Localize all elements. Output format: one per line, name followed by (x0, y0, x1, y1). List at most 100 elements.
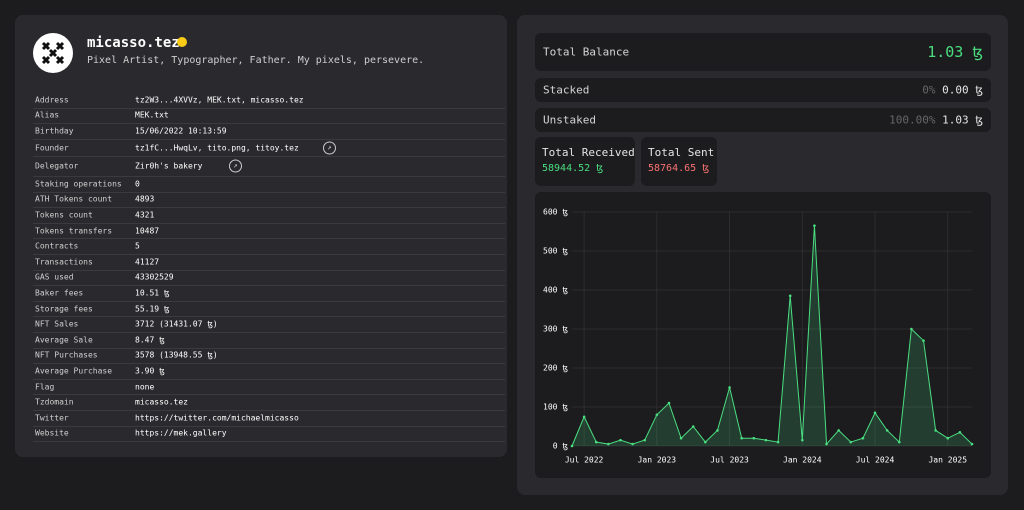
label: Stacked (543, 83, 590, 97)
value: 58944.52 ꜩ (542, 163, 604, 174)
detail-value: 3.90 ꜩ (135, 366, 165, 376)
point (801, 438, 804, 442)
profile-bio: Pixel Artist, Typographer, Father. My pi… (87, 55, 425, 66)
point (764, 438, 768, 442)
amount: 0.00 ꜩ (942, 83, 983, 97)
detail-value: tz2W3...4XVVz, MEK.txt, micasso.tez (135, 95, 304, 105)
point (825, 442, 828, 446)
detail-row: NFT Purchases 3578 (13948.55 ꜩ) (33, 348, 505, 365)
detail-value: 41127 (135, 257, 160, 267)
detail-label: Storage fees (35, 304, 93, 314)
detail-row: Tzdomain micasso.tez (33, 394, 505, 411)
total-sent: Total Sent 58764.65 ꜩ (641, 137, 717, 186)
detail-row: Birthday 15/06/2022 10:13:59 (33, 123, 505, 140)
detail-label: ATH Tokens count (35, 194, 113, 204)
point (643, 438, 647, 442)
y-tick-label: 0 ꜩ (553, 442, 569, 451)
detail-row: Flag none (33, 379, 505, 396)
detail-label: NFT Sales (35, 319, 79, 329)
point (910, 327, 913, 331)
detail-value: 10.51 ꜩ (135, 288, 170, 298)
detail-value: Zir0h's bakery (135, 161, 203, 171)
point (897, 440, 901, 444)
detail-value: micasso.tez (135, 397, 188, 407)
x-tick-label: Jul 2023 (710, 456, 749, 465)
detail-value: 8.47 ꜩ (135, 335, 165, 345)
detail-label: GAS used (35, 272, 74, 282)
detail-label: Staking operations (35, 179, 122, 189)
y-tick-label: 400 ꜩ (543, 286, 568, 295)
value: 100.00% 1.03 ꜩ (889, 114, 983, 127)
total-received: Total Received 58944.52 ꜩ (535, 137, 635, 186)
detail-value: 55.19 ꜩ (135, 304, 170, 314)
point (716, 429, 719, 432)
point (728, 386, 731, 389)
point (958, 431, 962, 434)
detail-row: GAS used 43302529 (33, 270, 505, 287)
chart-box (535, 192, 991, 478)
detail-value: 10487 (135, 226, 160, 236)
detail-value: 43302529 (135, 272, 174, 282)
detail-row: Tokens transfers 10487 (33, 223, 505, 240)
badge (177, 37, 187, 47)
point (594, 440, 598, 444)
detail-row: Founder tz1fC...HwqLv, tito.png, titoy.te… (33, 139, 505, 158)
area (572, 225, 972, 446)
detail-value: tz1fC...HwqLv, tito.png, titoy.tez (135, 143, 299, 153)
open-link[interactable]: ↗ (323, 141, 336, 155)
detail-label: Birthday (35, 126, 74, 136)
y-tick-label: 500 ꜩ (543, 247, 568, 256)
y-tick-label: 300 ꜩ (543, 325, 568, 334)
detail-value: 15/06/2022 10:13:59 (135, 126, 227, 136)
detail-label: Transactions (35, 257, 93, 267)
detail-label: Average Sale (35, 335, 93, 345)
detail-value: MEK.txt (135, 110, 169, 120)
detail-row: Storage fees 55.19 ꜩ (33, 301, 505, 318)
detail-row: Address tz2W3...4XVVz, MEK.txt, micasso.t… (33, 92, 505, 109)
detail-row: Contracts 5 (33, 238, 505, 255)
detail-label: Delegator (35, 161, 79, 171)
detail-label: Flag (35, 382, 55, 392)
detail-label: Alias (35, 110, 60, 120)
detail-row: Alias MEK.txt (33, 108, 505, 125)
point (667, 401, 671, 405)
staked: Stacked 0% 0.00 ꜩ (535, 78, 991, 102)
detail-value: 3578 (13948.55 ꜩ) (135, 350, 218, 360)
point (582, 415, 586, 419)
detail-row: Average Purchase 3.90 ꜩ (33, 363, 505, 380)
point (740, 436, 743, 440)
detail-row: Transactions 41127 (33, 254, 505, 271)
x-tick-label: Jan 2023 (638, 456, 677, 465)
percent: 0% (922, 83, 936, 97)
detail-value: https://twitter.com/michaelmicasso (135, 413, 299, 423)
point (849, 440, 853, 444)
point (885, 429, 889, 432)
detail-value: 5 (135, 241, 140, 251)
point (607, 442, 610, 446)
point (679, 436, 683, 440)
point (813, 224, 816, 227)
y-tick-label: 600 ꜩ (543, 208, 568, 217)
point (873, 411, 877, 415)
detail-row: Delegator Zir0h's bakery ↗ (33, 156, 505, 177)
value: 1.03 ꜩ (927, 43, 983, 61)
detail-row: Staking operations 0 (33, 176, 505, 193)
detail-label: NFT Purchases (35, 350, 98, 360)
detail-value: 0 (135, 179, 140, 189)
detail-row: ATH Tokens count 4893 (33, 192, 505, 209)
detail-label: Twitter (35, 413, 69, 423)
open-link[interactable]: ↗ (229, 159, 242, 173)
detail-label: Tzdomain (35, 397, 74, 407)
x-tick-label: Jan 2025 (928, 456, 967, 465)
line (571, 225, 973, 447)
detail-row: Website https://mek.gallery (33, 426, 505, 443)
detail-value: none (135, 382, 155, 392)
label: Unstaked (543, 113, 596, 127)
detail-row: Baker fees 10.51 ꜩ (33, 285, 505, 302)
detail-label: Tokens transfers (35, 226, 113, 236)
point (752, 436, 756, 440)
point (704, 440, 707, 444)
y-tick-label: 200 ꜩ (543, 364, 568, 373)
detail-value: 3712 (31431.07 ꜩ) (135, 319, 218, 329)
